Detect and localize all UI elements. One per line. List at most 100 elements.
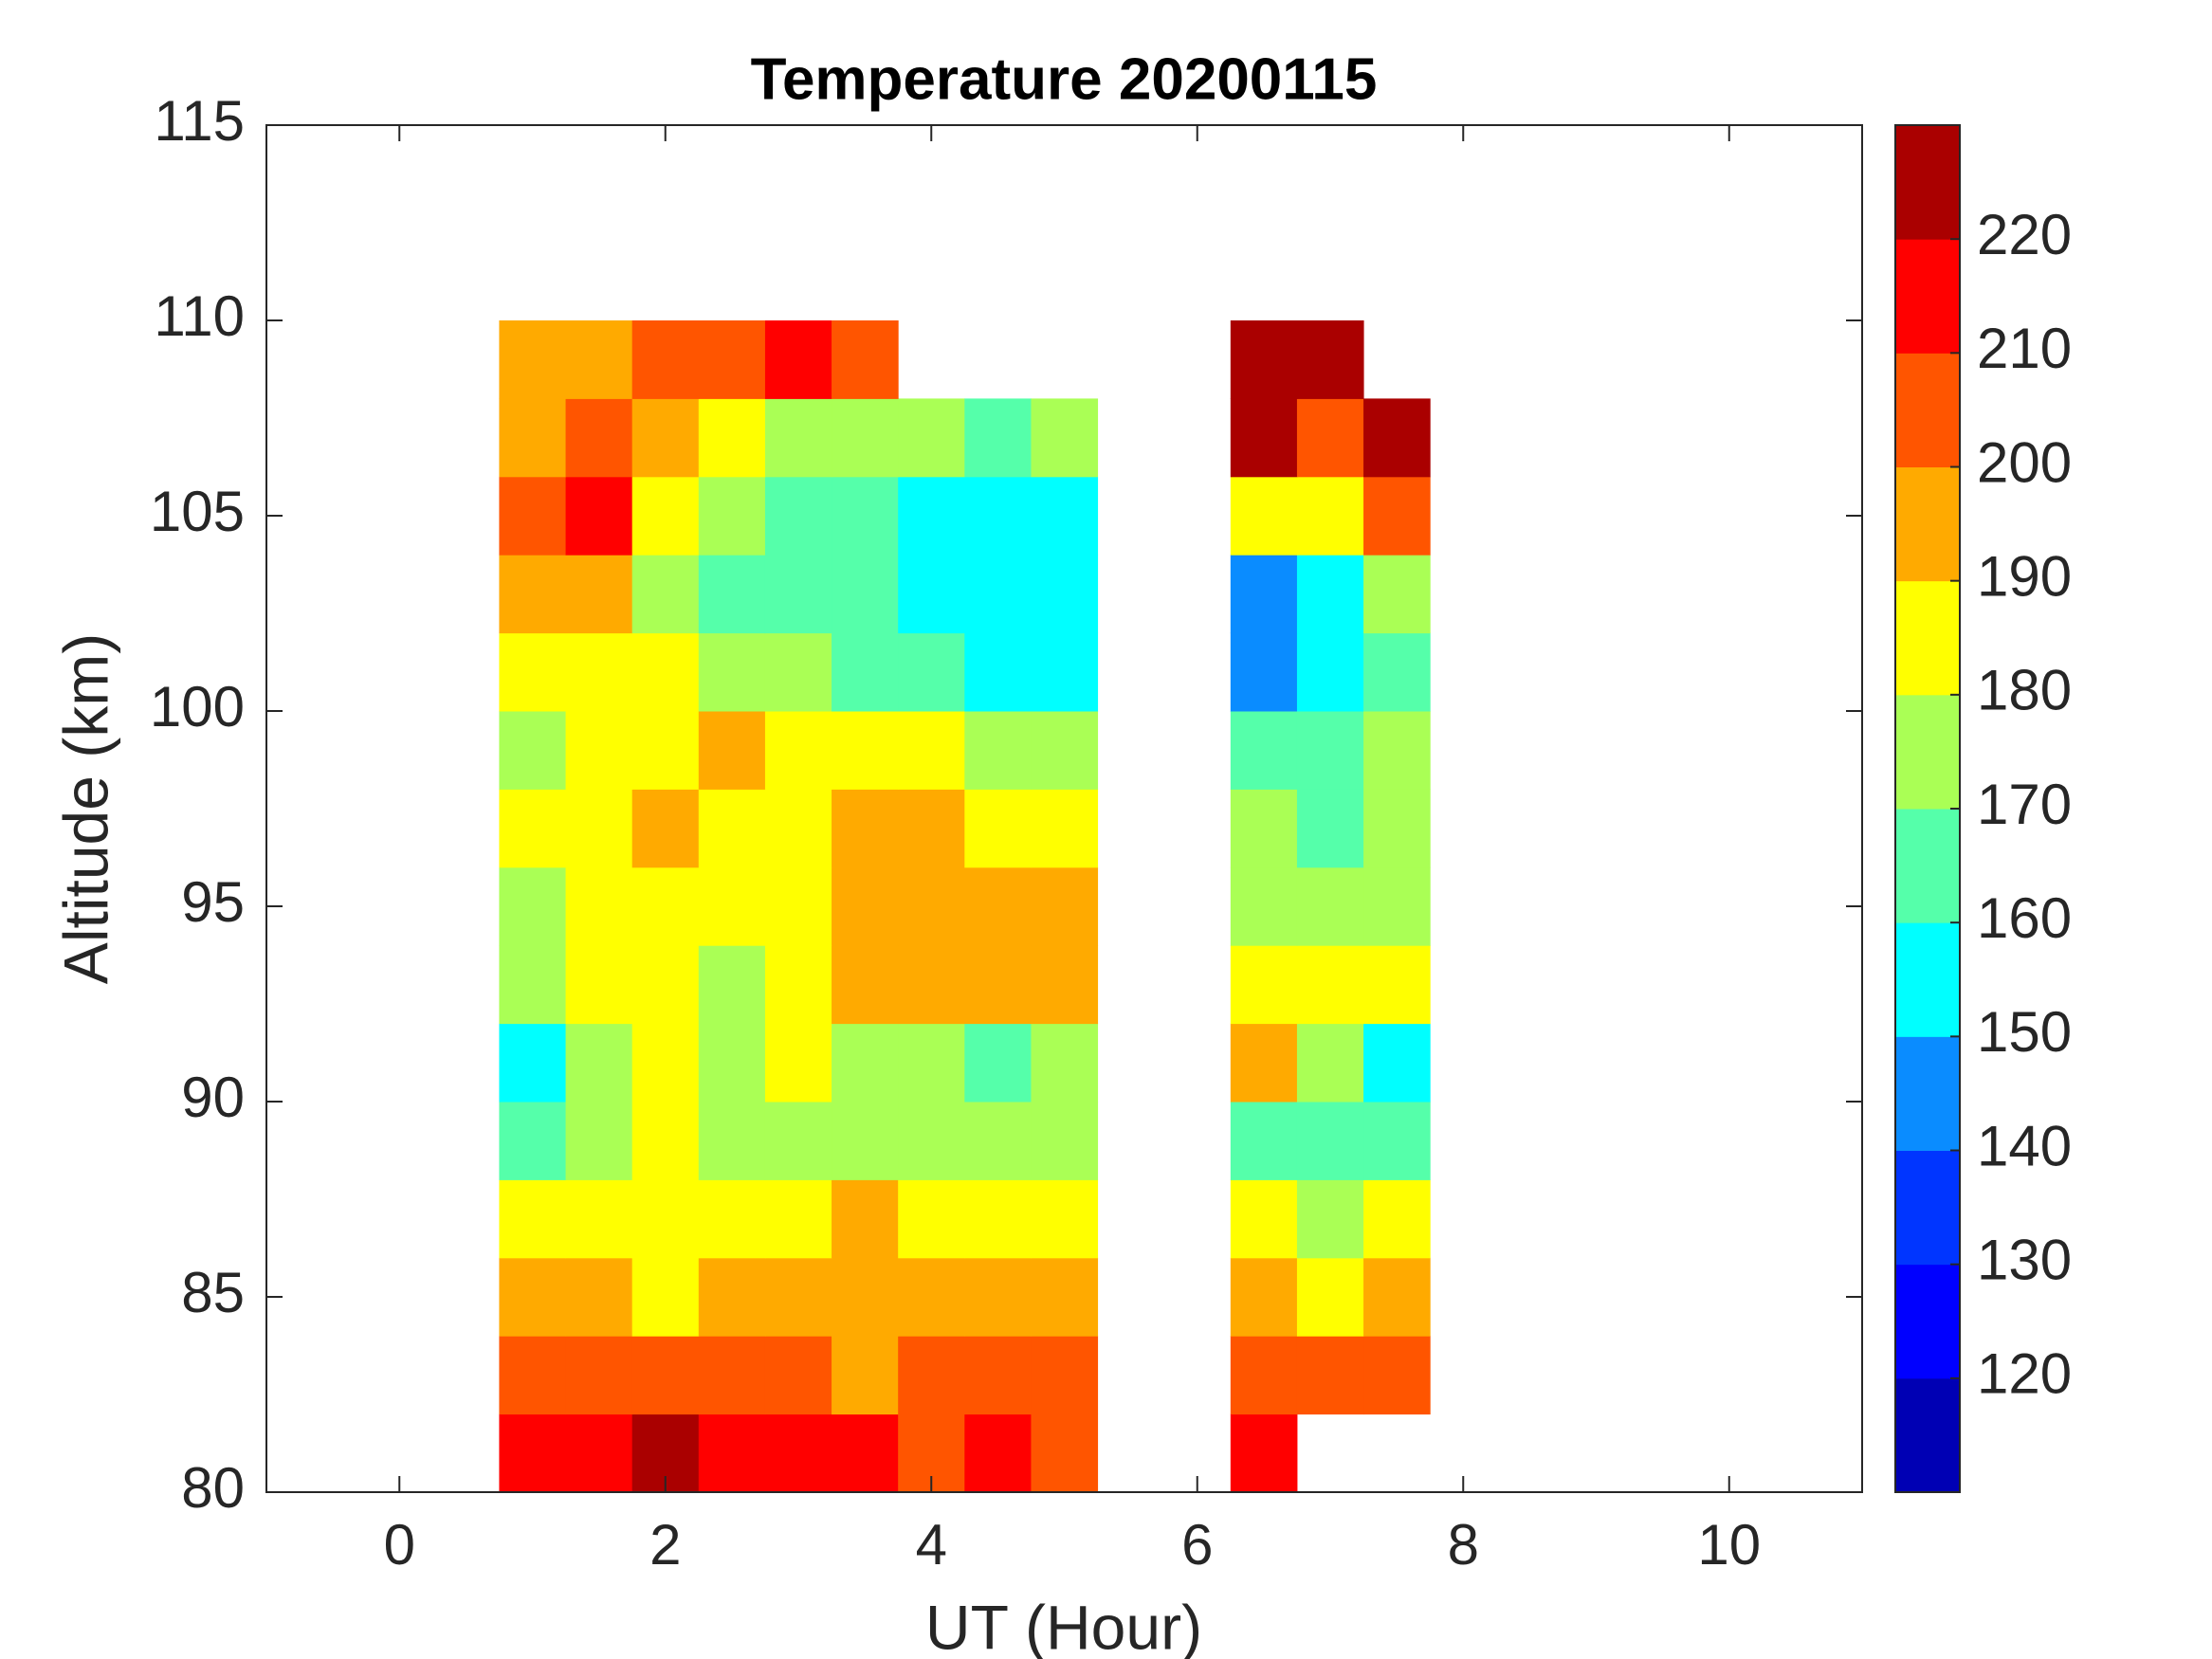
y-tick-label: 90 [181,1066,245,1129]
contour-cell [832,1023,899,1103]
contour-cell [631,945,700,1025]
y-tick-label: 100 [150,675,245,738]
contour-cell [698,1413,766,1493]
contour-cell [964,476,1032,556]
contour-cell [631,866,700,946]
colorbar-band [1895,466,1960,582]
contour-cell [1230,320,1298,399]
contour-cell [898,1102,965,1180]
contour-cell [964,1336,1032,1415]
contour-cell [565,1413,633,1493]
contour-cell [698,1102,766,1180]
colorbar-band [1895,125,1960,240]
contour-cell [764,555,832,634]
contour-cell [898,945,965,1025]
contour-cell [698,866,766,946]
contour-cell [1296,555,1364,634]
contour-cell [1230,476,1298,556]
contour-cell [565,1257,633,1337]
contour-cell [1230,398,1298,478]
contour-cell [565,398,633,478]
contour-cell [832,866,899,946]
y-tick-label: 115 [154,89,245,153]
contour-cell [1230,632,1298,712]
contour-cell [898,1257,965,1337]
colorbar-tick-label: 120 [1977,1342,2072,1406]
colorbar-band [1895,694,1960,810]
contour-cell [832,789,899,868]
contour-cell [698,1257,766,1337]
contour-cell [698,398,766,478]
contour-cell [1230,1257,1298,1337]
contour-cell [1363,1023,1431,1103]
contour-cell [499,1179,567,1259]
contour-cell [1031,1336,1099,1415]
colorbar-band [1895,922,1960,1037]
contour-cell [1031,1257,1099,1337]
contour-cell [698,711,766,790]
contour-cell [1363,1257,1431,1337]
contour-cell [499,945,567,1025]
contour-cell [964,945,1032,1025]
contour-cell [1296,1102,1364,1180]
contour-cell [1031,1023,1099,1103]
contour-cell [898,1179,965,1259]
contour-cell [964,555,1032,634]
contour-cell [1031,711,1099,790]
contour-cell [1230,1179,1298,1259]
contour-cell [964,1413,1032,1493]
contour-cell [1031,398,1099,478]
contour-cell [1296,1023,1364,1103]
contour-cell [1363,866,1431,946]
x-axis-label: UT (Hour) [925,1592,1202,1659]
contour-cell [964,1102,1032,1180]
contour-cell [499,1336,567,1415]
colorbar-tick-label: 210 [1977,317,2072,380]
contour-cell [1031,1179,1099,1259]
colorbar-tick-label: 180 [1977,659,2072,722]
contour-cell [898,476,965,556]
contour-cell [631,320,700,399]
contour-cell [565,476,633,556]
y-tick-label: 85 [181,1261,245,1324]
contour-cell [832,1336,899,1415]
contour-cell [1363,1102,1431,1180]
contour-cell [1363,476,1431,556]
contour-cell [499,1023,567,1103]
colorbar-tick-label: 130 [1977,1229,2072,1292]
contour-cell [698,945,766,1025]
contour-cell [1296,711,1364,790]
contour-cell [1230,555,1298,634]
contour-cell [1031,632,1099,712]
contour-cell [898,398,965,478]
x-tick-label: 10 [1697,1513,1761,1577]
contour-cell [832,320,899,399]
contour-cell [1031,476,1099,556]
contour-cell [764,1102,832,1180]
x-tick-label: 2 [649,1513,681,1577]
plot-area [499,320,1431,1493]
contour-cell [631,555,700,634]
contour-cell [631,476,700,556]
colorbar-band [1895,1036,1960,1151]
colorbar-band [1895,1150,1960,1266]
contour-cell [1296,945,1364,1025]
contour-cell [1230,945,1298,1025]
colorbar-tick-label: 170 [1977,773,2072,836]
contour-cell [764,866,832,946]
contour-cell [898,711,965,790]
contour-cell [1230,1413,1298,1493]
contour-cell [764,1179,832,1259]
contour-cell [565,1336,633,1415]
axes-box [265,124,1863,1493]
contour-cell [499,1413,567,1493]
contour-cell [1230,866,1298,946]
contour-cell [698,1179,766,1259]
colorbar-band [1895,1377,1960,1493]
contour-cell [499,555,567,634]
contour-cell [1363,632,1431,712]
contour-cell [565,711,633,790]
contour-cell [631,398,700,478]
contour-cell [698,1336,766,1415]
